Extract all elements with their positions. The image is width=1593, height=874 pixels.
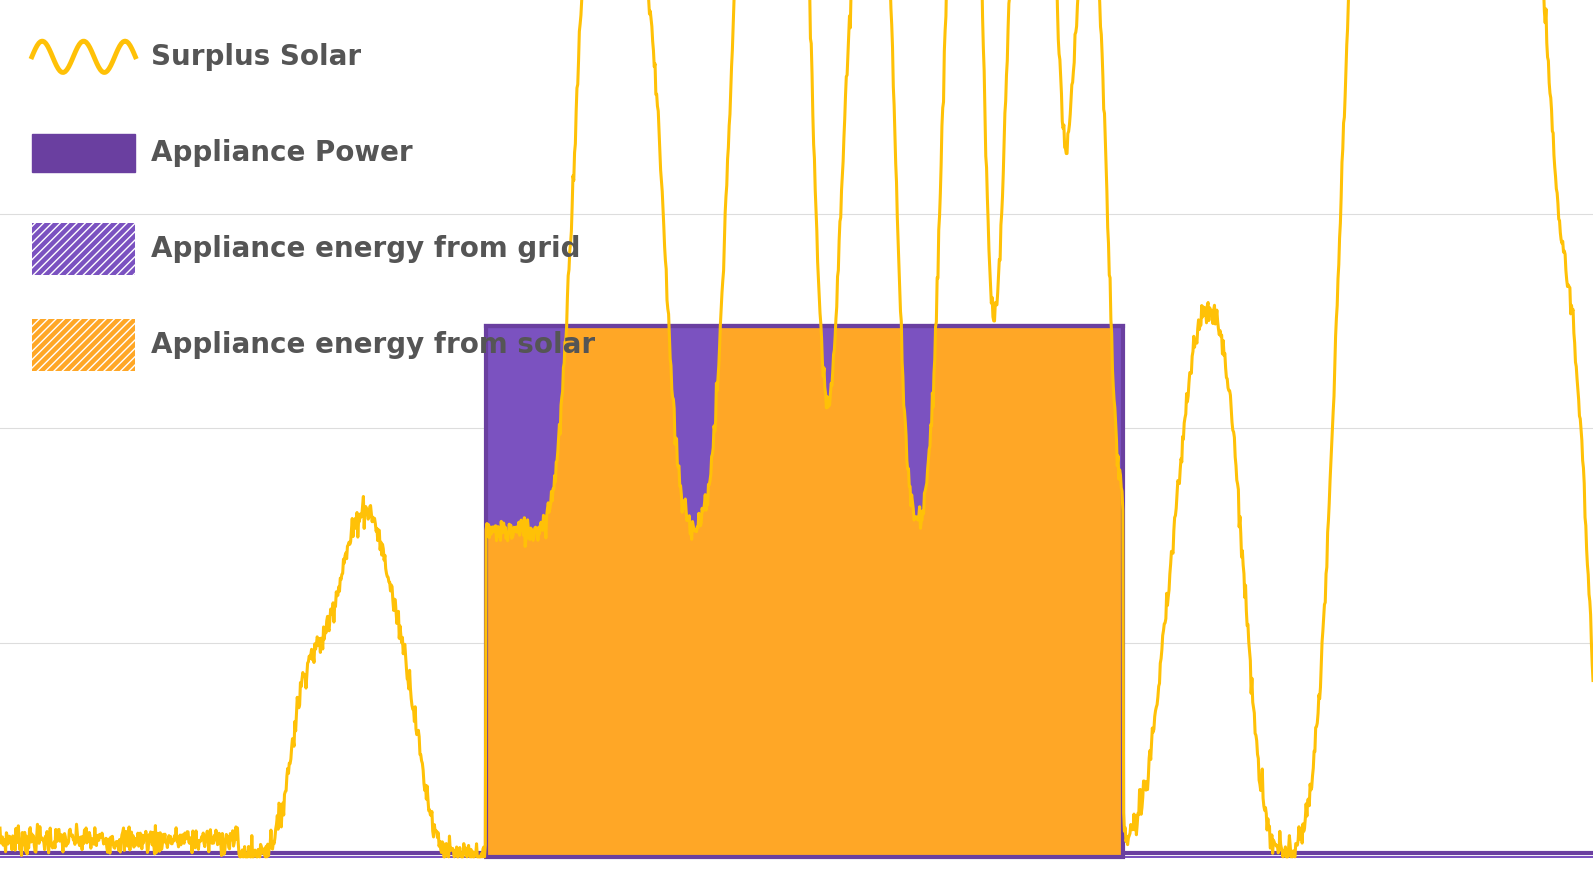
Bar — [32, 319, 135, 371]
Text: Appliance energy from grid: Appliance energy from grid — [151, 235, 581, 263]
Text: Appliance energy from solar: Appliance energy from solar — [151, 331, 596, 359]
Bar — [32, 223, 135, 275]
Text: Appliance Power: Appliance Power — [151, 139, 413, 167]
Text: Surplus Solar: Surplus Solar — [151, 43, 362, 71]
Bar — [32, 134, 135, 172]
Bar — [486, 326, 1123, 857]
